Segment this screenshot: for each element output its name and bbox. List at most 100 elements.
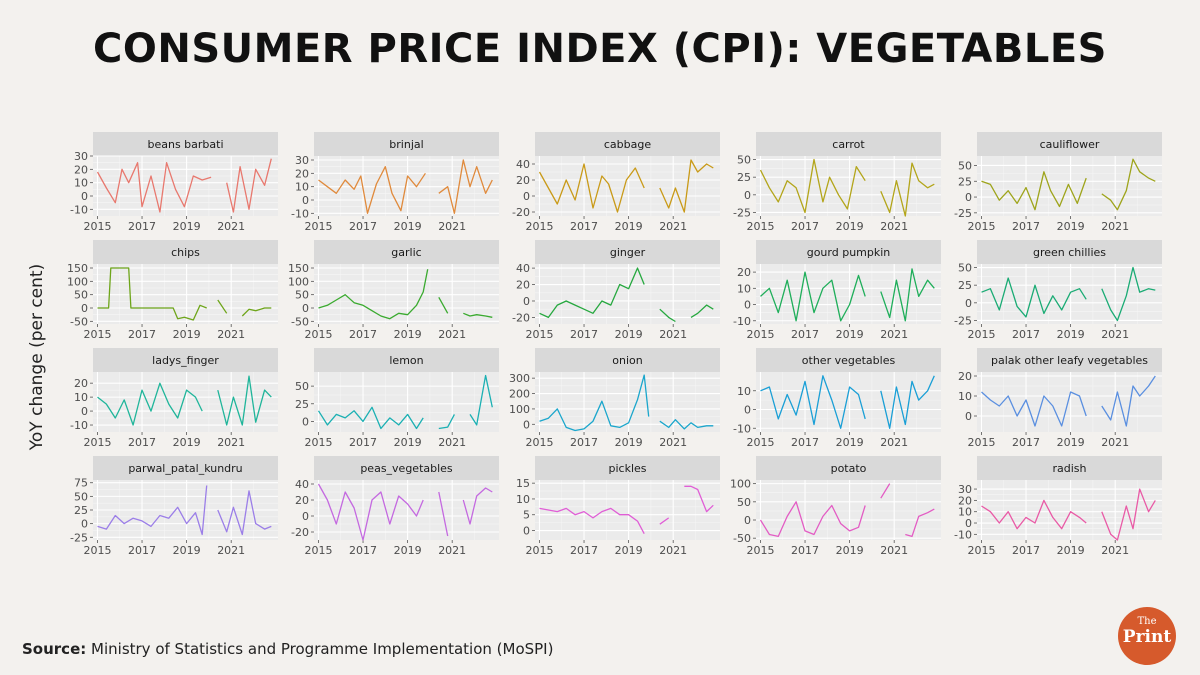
y-tick-label: 50: [74, 490, 88, 503]
x-tick-label: 2019: [394, 220, 422, 233]
y-tick-label: 10: [74, 391, 88, 404]
series-line-other_vegetables: [760, 375, 935, 429]
facet-strip-label: parwal_patal_kundru: [128, 462, 242, 475]
x-tick-label: 2019: [394, 544, 422, 557]
series-line-carrot: [759, 158, 935, 217]
facet-panel: [314, 480, 499, 540]
facet-strip: [314, 240, 499, 264]
x-tick-label: 2021: [1101, 328, 1129, 341]
y-tick-label: -10: [291, 207, 309, 220]
x-tick-label: 2019: [836, 436, 864, 449]
y-tick-label: 20: [295, 494, 309, 507]
facet-strip-label: palak other leafy vegetables: [991, 354, 1148, 367]
y-tick-label: -25: [954, 207, 972, 220]
y-tick-label: -10: [733, 315, 751, 328]
x-tick-label: 2019: [1057, 220, 1085, 233]
y-tick-label: 50: [74, 289, 88, 302]
y-tick-label: 0: [965, 410, 972, 423]
x-tick-label: 2019: [836, 220, 864, 233]
y-tick-label: 10: [737, 282, 751, 295]
x-tick-label: 2015: [304, 220, 332, 233]
x-tick-label: 2021: [659, 544, 687, 557]
y-tick-label: 200: [509, 388, 530, 401]
facet-green_chillies: green chillies 2015 2017 2019 2021 -25 0 25 50: [954, 240, 1162, 341]
x-tick-label: 2015: [83, 220, 111, 233]
x-tick-label: 2019: [1057, 328, 1085, 341]
y-tick-label: 20: [516, 279, 530, 292]
facet-cabbage: cabbage 2015 2017 2019 2021 -20 0 20 40: [512, 132, 720, 233]
y-tick-label: -20: [291, 526, 309, 539]
source-text: Ministry of Statistics and Programme Imp…: [91, 640, 554, 658]
y-tick-label: 20: [737, 266, 751, 279]
y-tick-label: 25: [958, 279, 972, 292]
series-line-brinjal: [318, 159, 493, 214]
facet-strip: [314, 132, 499, 156]
x-tick-label: 2021: [438, 544, 466, 557]
facet-carrot: carrot 2015 2017 2019 2021 -25 0 25 50: [733, 132, 941, 233]
y-tick-label: 0: [81, 302, 88, 315]
series-line-beans_barbati: [96, 158, 272, 213]
y-tick-label: 0: [81, 518, 88, 531]
facet-strip-label: pickles: [608, 462, 646, 475]
x-tick-label: 2017: [570, 544, 598, 557]
y-tick-label: 0: [81, 190, 88, 203]
series-line-gourd_pumpkin: [760, 268, 935, 322]
y-tick-label: 50: [958, 159, 972, 172]
facet-lemon: lemon 2015 2017 2019 2021 0 25 50: [295, 348, 499, 449]
facet-strip-label: peas_vegetables: [360, 462, 453, 475]
facet-panel: [977, 372, 1162, 432]
y-tick-label: 10: [737, 385, 751, 398]
facet-strip-label: radish: [1052, 462, 1086, 475]
x-tick-label: 2017: [349, 544, 377, 557]
series-line-cauliflower: [981, 158, 1156, 211]
series-line-parwal_patal_kundru: [97, 485, 272, 536]
x-tick-label: 2021: [438, 220, 466, 233]
series-line-ladys_finger: [97, 375, 272, 426]
logo-line1: The: [1137, 616, 1157, 627]
y-tick-label: 20: [74, 377, 88, 390]
x-tick-label: 2021: [438, 328, 466, 341]
facet-palak_other_leafy_vegetables: palak other leafy vegetables 2015 2017 2019…: [958, 348, 1162, 449]
y-tick-label: 0: [744, 189, 751, 202]
y-tick-label: 30: [958, 483, 972, 496]
facet-panel: [535, 156, 720, 216]
facet-strip: [977, 456, 1162, 480]
x-tick-label: 2019: [615, 328, 643, 341]
y-tick-label: 0: [523, 418, 530, 431]
series-line-garlic: [318, 269, 493, 320]
y-tick-label: 30: [74, 150, 88, 163]
x-tick-label: 2021: [1101, 436, 1129, 449]
facet-strip: [314, 348, 499, 372]
series-line-green_chillies: [981, 266, 1156, 322]
theprint-logo: The Print: [1118, 607, 1176, 665]
x-tick-label: 2019: [173, 220, 201, 233]
y-tick-label: -25: [954, 314, 972, 327]
facet-strip-label: brinjal: [389, 138, 423, 151]
series-line-chips: [97, 267, 272, 321]
x-tick-label: 2015: [746, 220, 774, 233]
y-tick-label: 0: [744, 404, 751, 417]
facet-gourd_pumpkin: gourd pumpkin 2015 2017 2019 2021 -10 0 10 20: [733, 240, 941, 341]
y-tick-label: 0: [965, 517, 972, 530]
y-tick-label: 75: [74, 477, 88, 490]
y-tick-label: -10: [70, 419, 88, 432]
x-tick-label: 2017: [349, 328, 377, 341]
y-tick-label: 150: [67, 262, 88, 275]
y-tick-label: 20: [295, 167, 309, 180]
y-tick-label: 0: [302, 302, 309, 315]
facet-strip-label: lemon: [389, 354, 423, 367]
y-tick-label: 40: [516, 158, 530, 171]
x-tick-label: 2021: [217, 436, 245, 449]
series-line-ginger: [539, 267, 714, 323]
y-tick-label: 15: [516, 477, 530, 490]
y-tick-label: -50: [70, 315, 88, 328]
series-line-potato: [759, 483, 935, 538]
y-tick-label: -20: [512, 206, 530, 219]
x-tick-label: 2019: [394, 436, 422, 449]
facet-strip: [93, 132, 278, 156]
facet-strip-label: cabbage: [604, 138, 651, 151]
